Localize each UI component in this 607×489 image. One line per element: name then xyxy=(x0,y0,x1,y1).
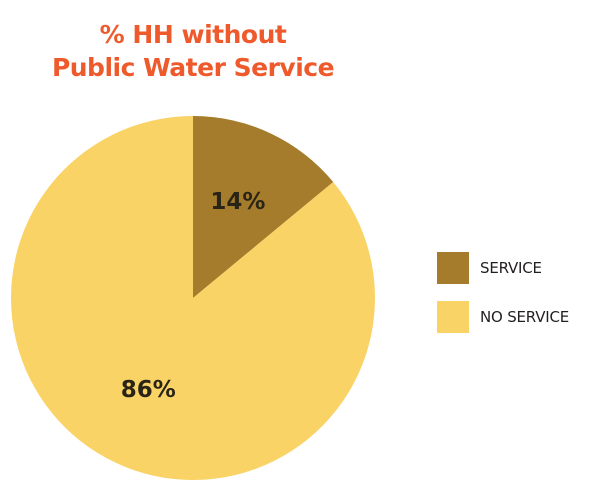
chart-title-line-2: Public Water Service xyxy=(51,53,335,82)
pie-slice-no-service xyxy=(10,116,375,480)
chart-title: % HH without Public Water Service xyxy=(0,18,386,84)
legend-label-service: SERVICE xyxy=(480,259,542,277)
legend-item-no-service: NO SERVICE xyxy=(437,301,569,333)
pie-value-label-no-service: 86% xyxy=(121,377,176,403)
pie-value-label-service: 14% xyxy=(210,189,265,215)
chart-title-line-1: % HH without xyxy=(99,20,287,49)
chart-legend: SERVICE NO SERVICE xyxy=(437,252,569,350)
legend-swatch-service xyxy=(437,252,469,284)
legend-item-service: SERVICE xyxy=(437,252,569,284)
pie-slice-service xyxy=(193,116,334,298)
legend-label-no-service: NO SERVICE xyxy=(480,308,570,326)
legend-swatch-no-service xyxy=(437,301,469,333)
